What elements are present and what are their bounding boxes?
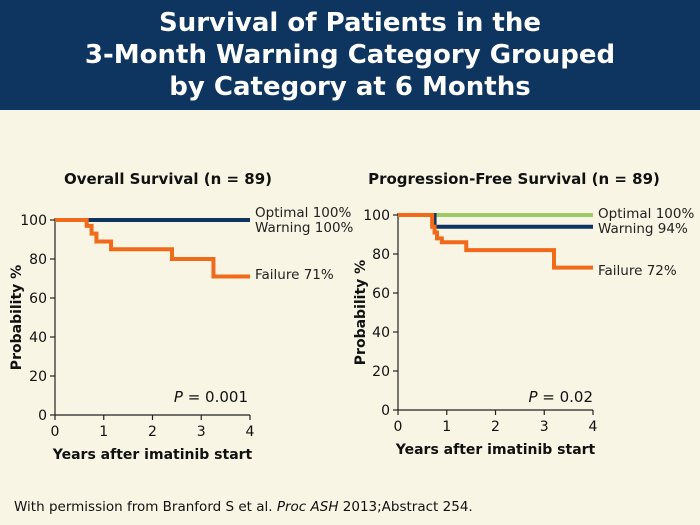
y-tick-label: 0 — [381, 403, 390, 419]
y-tick-label: 0 — [38, 408, 47, 424]
chart-2: Progression-Free Survival (n = 89)020406… — [353, 170, 694, 458]
chart-title: Overall Survival (n = 89) — [64, 170, 272, 188]
p-value-symbol: P — [174, 388, 184, 406]
chart-title: Progression-Free Survival (n = 89) — [368, 170, 660, 188]
citation-suffix: 2013;Abstract 254. — [338, 499, 473, 515]
y-tick-label: 100 — [363, 208, 390, 224]
x-tick-label: 0 — [51, 424, 60, 440]
series-label-optimal: Optimal 100% — [255, 205, 351, 221]
x-tick-label: 1 — [442, 419, 451, 435]
y-tick-label: 20 — [29, 369, 47, 385]
title-bar: Survival of Patients in the 3-Month Warn… — [0, 0, 700, 110]
x-axis-label: Years after imatinib start — [52, 447, 253, 463]
y-tick-label: 40 — [372, 325, 390, 341]
x-axis-label: Years after imatinib start — [395, 442, 596, 458]
y-tick-label: 80 — [29, 252, 47, 268]
citation-footer: With permission from Branford S et al. P… — [14, 499, 473, 515]
chart-1: Overall Survival (n = 89) 0 20 40 60 80 100 0 1 2… — [9, 170, 354, 463]
slide-title-line-2: 3-Month Warning Category Grouped — [84, 40, 616, 70]
y-axis-label: Probability % — [353, 260, 369, 365]
x-tick-label: 2 — [148, 424, 157, 440]
p-value-number: = 0.02 — [537, 388, 593, 406]
x-tick-label: 1 — [99, 424, 108, 440]
x-tick-label: 2 — [491, 419, 500, 435]
y-tick-label: 20 — [372, 364, 390, 380]
p-value-annotation: P = 0.001 — [174, 388, 248, 406]
series-label-warning: Warning 100% — [255, 220, 354, 236]
slide-title-line-1: Survival of Patients in the — [159, 8, 541, 38]
p-value-annotation: P = 0.02 — [528, 388, 593, 406]
y-tick-label: 40 — [29, 330, 47, 346]
x-tick-label: 4 — [246, 424, 255, 440]
series-label-failure: Failure 71% — [255, 267, 334, 283]
series-label-optimal: Optimal 100% — [598, 206, 694, 222]
citation-prefix: With permission from Branford S et al. — [14, 499, 277, 515]
x-tick-label: 3 — [540, 419, 549, 435]
y-tick-label: 60 — [29, 291, 47, 307]
x-tick-label: 0 — [394, 419, 403, 435]
citation-journal: Proc ASH — [276, 499, 339, 515]
series-line-failure — [55, 218, 250, 279]
y-tick-label: 100 — [20, 213, 47, 229]
slide-title-line-3: by Category at 6 Months — [169, 72, 531, 102]
y-tick-label: 60 — [372, 286, 390, 302]
p-value-number: = 0.001 — [183, 388, 248, 406]
p-value-symbol: P — [528, 388, 538, 406]
series-label-warning: Warning 94% — [598, 221, 688, 237]
y-tick-label: 80 — [372, 247, 390, 263]
y-axis-label: Probability % — [9, 265, 25, 370]
x-tick-label: 3 — [197, 424, 206, 440]
series-line-failure — [398, 213, 593, 270]
series-label-failure: Failure 72% — [598, 263, 677, 279]
x-tick-label: 4 — [589, 419, 598, 435]
